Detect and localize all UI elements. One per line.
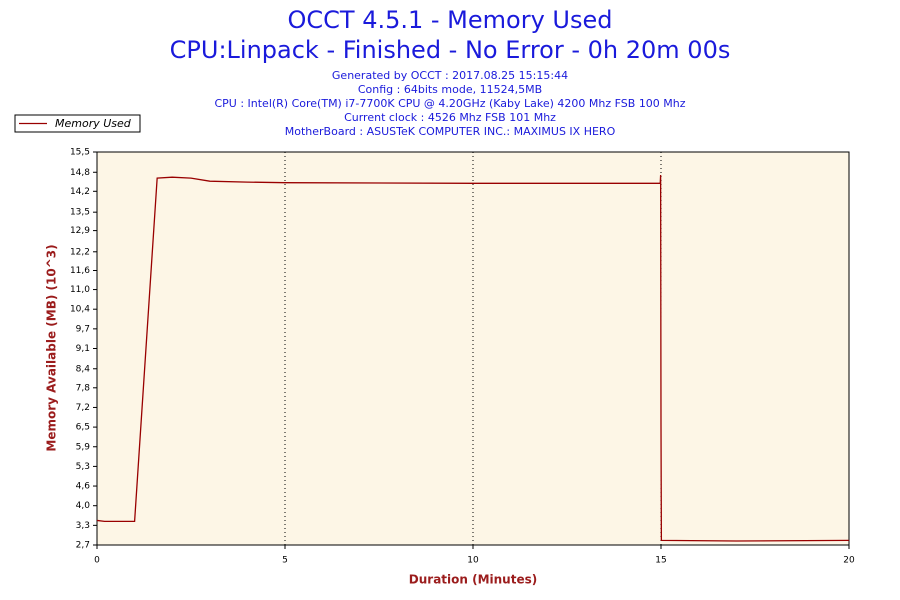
y-axis-label: Memory Available (MB) (10^3) [45, 244, 59, 451]
y-tick-label: 9,7 [76, 324, 90, 334]
y-tick-label: 4,6 [76, 482, 91, 492]
x-tick-label: 15 [655, 556, 666, 566]
info-line: Generated by OCCT : 2017.08.25 15:15:44 [332, 69, 568, 82]
legend-label: Memory Used [55, 117, 132, 130]
data-line [96, 174, 850, 542]
y-tick-label: 12,9 [70, 226, 90, 236]
y-tick-label: 7,2 [76, 403, 90, 413]
info-line: Current clock : 4526 Mhz FSB 101 Mhz [344, 111, 556, 124]
y-tick-label: 3,3 [76, 521, 90, 531]
y-tick-label: 10,4 [70, 305, 90, 315]
x-axis-label: Duration (Minutes) [409, 573, 537, 587]
legend-box [14, 114, 141, 133]
y-tick-label: 11,6 [70, 266, 90, 276]
chart-subtitle: CPU:Linpack - Finished - No Error - 0h 2… [170, 36, 731, 64]
y-tick-label: 7,8 [76, 383, 91, 393]
y-tick-label: 2,7 [76, 541, 90, 551]
chart-title: OCCT 4.5.1 - Memory Used [288, 6, 613, 34]
info-line: Config : 64bits mode, 11524,5MB [358, 83, 542, 96]
x-tick-label: 0 [94, 556, 100, 566]
x-tick-label: 5 [282, 556, 288, 566]
y-tick-label: 11,0 [70, 285, 90, 295]
y-tick-label: 14,8 [70, 168, 90, 178]
y-tick-label: 5,9 [76, 442, 91, 452]
y-tick-label: 5,3 [76, 462, 90, 472]
y-tick-label: 15,5 [70, 148, 90, 158]
y-tick-label: 13,5 [70, 208, 90, 218]
y-tick-label: 12,2 [70, 247, 90, 257]
x-tick-label: 10 [467, 556, 479, 566]
y-tick-label: 14,2 [70, 187, 90, 197]
y-tick-label: 6,5 [76, 423, 90, 433]
y-tick-label: 4,0 [76, 501, 91, 511]
info-line: MotherBoard : ASUSTeK COMPUTER INC.: MAX… [285, 125, 616, 138]
y-tick-label: 9,1 [76, 344, 90, 354]
info-line: CPU : Intel(R) Core(TM) i7-7700K CPU @ 4… [214, 97, 685, 110]
y-tick-label: 8,4 [76, 364, 91, 374]
x-tick-label: 20 [843, 556, 855, 566]
